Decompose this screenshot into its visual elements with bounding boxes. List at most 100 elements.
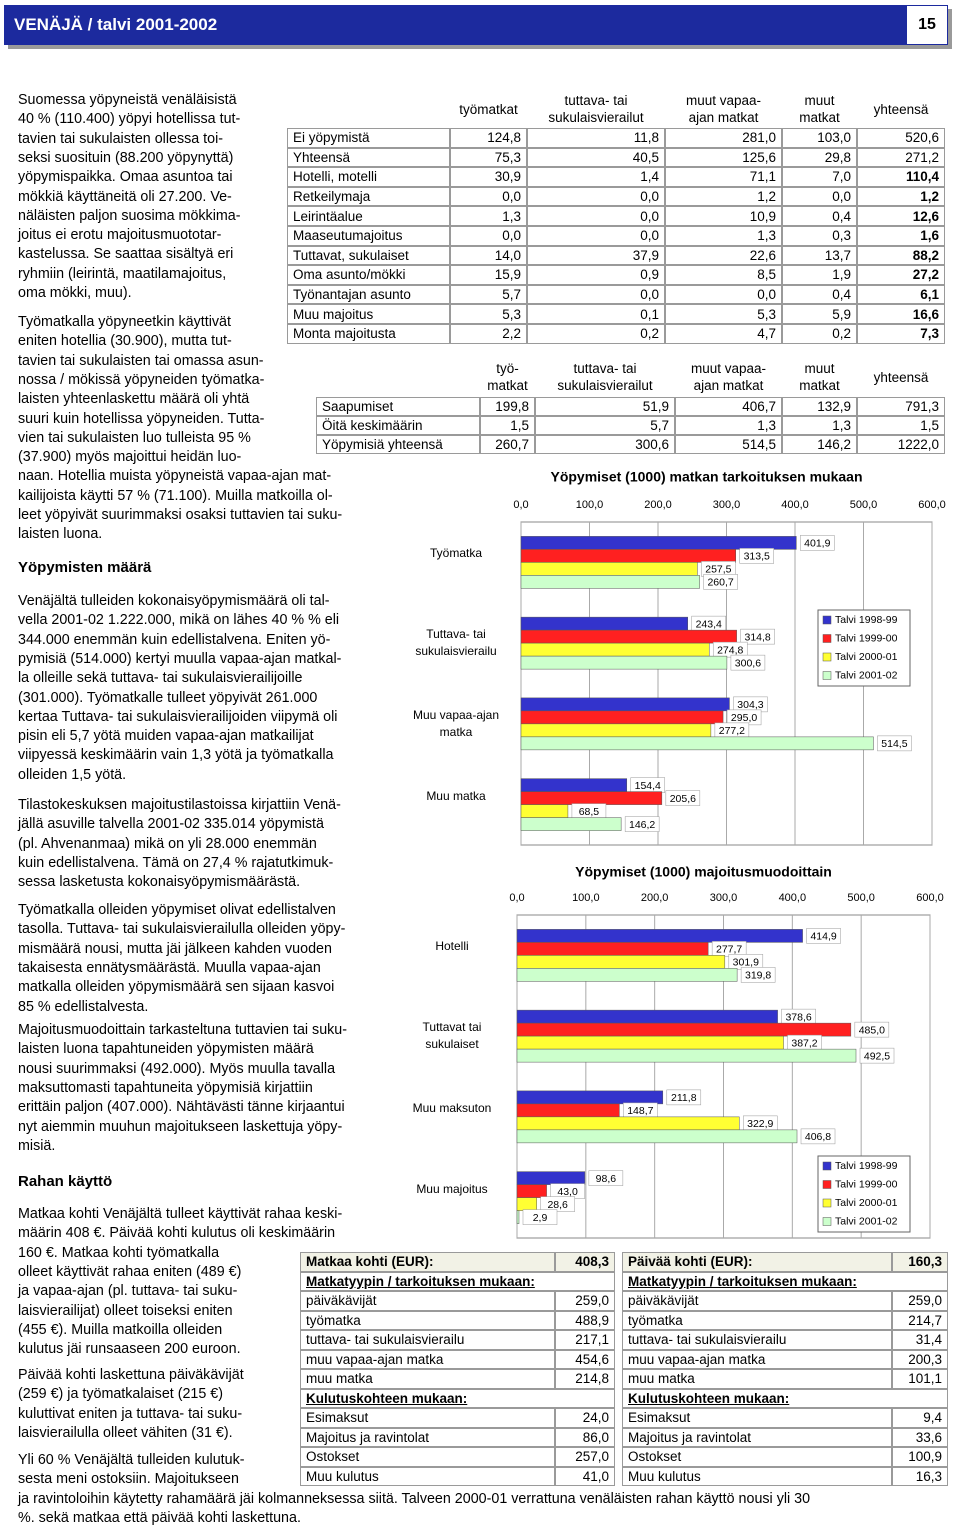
text-line: pymisiä (514.000) kertyi muulla vapaa-aj… (18, 650, 342, 667)
table-cell: 0,0 (782, 186, 857, 207)
table-cell: 132,9 (782, 397, 857, 416)
text-line: eniten hotellia (30.900), mutta tut- (18, 333, 232, 350)
table-cell: tuttava- tai sukulaisvierailu (622, 1330, 892, 1350)
table-cell: Esimaksut (300, 1408, 555, 1428)
bar (516, 1048, 857, 1063)
value-label-box (854, 1021, 890, 1038)
value-label-box (522, 1209, 558, 1225)
text-line: (455 €). Muilla matkoilla olleiden (18, 1321, 223, 1338)
x-tick-label: 600,0 (918, 499, 946, 511)
value-label: 28,6 (547, 1199, 568, 1211)
value-label: 2,9 (533, 1212, 548, 1224)
table-cell: 13,7 (782, 245, 857, 266)
table-cell: 1,2 (665, 186, 782, 207)
table-cell: 0,4 (782, 206, 857, 226)
category-label: Muu majoitus (416, 1181, 488, 1196)
table-cell: 0,0 (450, 226, 527, 246)
text-line: 85 % edellistalvesta. (18, 998, 149, 1015)
table-cell: Matkatyypin / tarkoituksen mukaan: (622, 1271, 948, 1291)
text-line: pisin eli 5,7 yötä muiden vapaa-ajan mat… (18, 728, 314, 745)
bar (520, 616, 688, 631)
table-cell: työmatka (300, 1310, 555, 1330)
text-line: sessa lasketusta kokonaisyöpymismäärästä… (18, 874, 301, 891)
text-line: jällä asuville talvella 2001-02 335.014 … (18, 816, 324, 833)
bar (516, 1090, 664, 1105)
value-label-box (588, 1170, 624, 1186)
text-line: laisten luona tapahtuneiden yöpymisten m… (18, 1041, 314, 1058)
column-header: muut matkat (799, 93, 840, 125)
x-tick-label: 400,0 (779, 892, 807, 904)
text-line: kulutus jäi runsaaseen 200 euroon. (18, 1341, 241, 1358)
table-cell: päiväkävijät (300, 1291, 555, 1311)
x-tick-label: 200,0 (641, 892, 669, 904)
column-header: työ- matkat (487, 361, 528, 393)
row-label: Retkeilymaja (287, 186, 450, 207)
text-line: la olleille sekä tuttava- tai sukulaisvi… (18, 670, 303, 687)
bar (516, 1171, 586, 1185)
column-header: työmatkat (459, 101, 518, 117)
table-cell: 1,5 (480, 416, 535, 435)
text-line: kailijoista käytti 57 % (71.100). Muilla… (18, 487, 333, 504)
value-label: 154,4 (635, 780, 661, 792)
x-tick-label: 100,0 (572, 892, 600, 904)
value-label: 148,7 (627, 1105, 653, 1117)
legend-label: Talvi 2001-02 (835, 1215, 898, 1227)
text-line: ja vapaa-ajan (pl. tuttava- tai suku- (18, 1283, 238, 1300)
text-line: olleiden 1,5 yötä. (18, 766, 127, 783)
bar (520, 723, 712, 738)
legend-label: Talvi 1998-99 (835, 614, 898, 626)
value-label-box (540, 1196, 575, 1212)
value-label: 257,5 (705, 564, 731, 576)
value-label: 277,2 (719, 725, 745, 737)
table-cell: 7,3 (857, 324, 945, 344)
row-label: Ei yöpymistä (287, 128, 450, 148)
value-label: 319,8 (745, 970, 771, 982)
table-cell: 4,7 (665, 324, 782, 344)
text-line: leet yöpyivät suurimmaksi osaksi tuttavi… (18, 507, 343, 523)
section-heading: Rahan käyttö (18, 1173, 113, 1190)
text-line: tavien tai sukulaisten ollessa toi- (18, 130, 224, 147)
legend-swatch (822, 671, 832, 680)
table-cell: 5,3 (450, 304, 527, 324)
chart-title: Yöpymiset (1000) matkan tarkoituksen muk… (550, 469, 862, 485)
bar (520, 575, 700, 589)
table-cell: 260,7 (480, 435, 535, 454)
table-cell: 0,3 (782, 226, 857, 246)
value-label: 514,5 (881, 738, 907, 750)
value-label: 378,6 (785, 1011, 811, 1023)
row-label: Hotelli, motelli (287, 167, 450, 187)
table-cell: 110,4 (857, 167, 945, 187)
table-cell: 281,0 (665, 128, 782, 148)
value-label-box (739, 548, 774, 564)
value-label-box (859, 1047, 895, 1064)
table-cell: Matkatyypin / tarkoituksen mukaan: (300, 1271, 615, 1291)
text-line: erittäin paljon (407.000). Nähtävästi tä… (18, 1099, 345, 1116)
table-cell: 217,1 (555, 1330, 615, 1350)
table-cell: 5,9 (782, 304, 857, 324)
value-label-box (712, 641, 748, 658)
table-cell: 0,0 (527, 226, 665, 246)
text-line: nyt aiemmin muuhun majoitukseen laskettu… (18, 1118, 343, 1135)
text-line: yöpymispaikka. Omaa asuntoa tai (18, 169, 233, 186)
value-label: 260,7 (707, 577, 733, 589)
table-cell: 259,0 (892, 1291, 948, 1311)
value-label: 98,6 (596, 1173, 617, 1185)
bar (520, 697, 730, 712)
table-cell: 160,3 (892, 1252, 948, 1272)
legend-swatch (822, 1198, 832, 1208)
legend-swatch (822, 1217, 832, 1226)
value-label: 205,6 (670, 793, 696, 805)
table-cell: 37,9 (527, 245, 665, 266)
table-cell: 88,2 (857, 245, 945, 266)
text-line: olleet käyttivät rahaa eniten (489 €) (18, 1263, 242, 1280)
text-line: (pl. Ahvenanmaa) mikä on yli 28.000 enem… (18, 835, 317, 852)
table-cell: 75,3 (450, 147, 527, 168)
bar (516, 1197, 537, 1211)
text-line: Tilastokeskuksen majoitustilastoissa kir… (18, 797, 341, 813)
x-tick-label: 500,0 (847, 892, 875, 904)
x-tick-label: 300,0 (710, 892, 738, 904)
value-label: 301,9 (733, 957, 759, 969)
table-cell: Majoitus ja ravintolat (300, 1427, 555, 1447)
table-cell: 146,2 (782, 435, 857, 454)
text-line: tasolla. Tuttava- tai sukulaisvierailull… (18, 921, 346, 938)
